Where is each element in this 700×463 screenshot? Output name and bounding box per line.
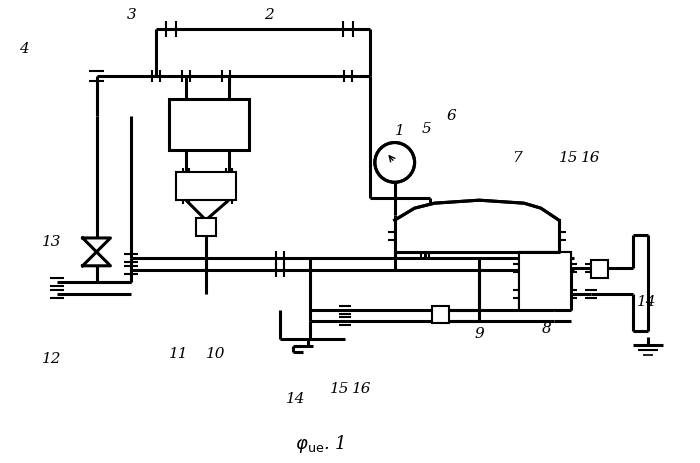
Text: 6: 6	[447, 109, 456, 123]
Text: 16: 16	[581, 151, 601, 165]
Text: 8: 8	[542, 322, 552, 337]
Bar	[519, 252, 570, 310]
Text: 12: 12	[42, 352, 62, 366]
Bar	[169, 99, 248, 150]
Text: 11: 11	[169, 347, 189, 361]
Circle shape	[375, 143, 414, 182]
Text: 4: 4	[19, 42, 29, 56]
Text: 9: 9	[475, 327, 484, 341]
Bar	[431, 306, 449, 324]
Text: 16: 16	[352, 382, 372, 396]
Text: 15: 15	[330, 382, 350, 396]
Bar	[196, 218, 216, 236]
Text: 14: 14	[636, 294, 656, 308]
Bar	[176, 172, 236, 200]
Text: 13: 13	[42, 235, 62, 249]
Text: 14: 14	[286, 392, 305, 406]
Text: 5: 5	[421, 122, 431, 136]
Bar	[591, 260, 608, 278]
Polygon shape	[395, 200, 559, 252]
Text: 7: 7	[512, 151, 522, 165]
Text: 15: 15	[559, 151, 578, 165]
Text: 3: 3	[127, 8, 136, 22]
Polygon shape	[83, 238, 111, 252]
Polygon shape	[83, 252, 111, 266]
Text: 10: 10	[206, 347, 225, 361]
Text: 1: 1	[395, 124, 405, 138]
Bar	[519, 252, 570, 310]
Text: 2: 2	[264, 8, 274, 22]
Text: $\varphi$$_{\rm ue}$. 1: $\varphi$$_{\rm ue}$. 1	[295, 433, 345, 455]
